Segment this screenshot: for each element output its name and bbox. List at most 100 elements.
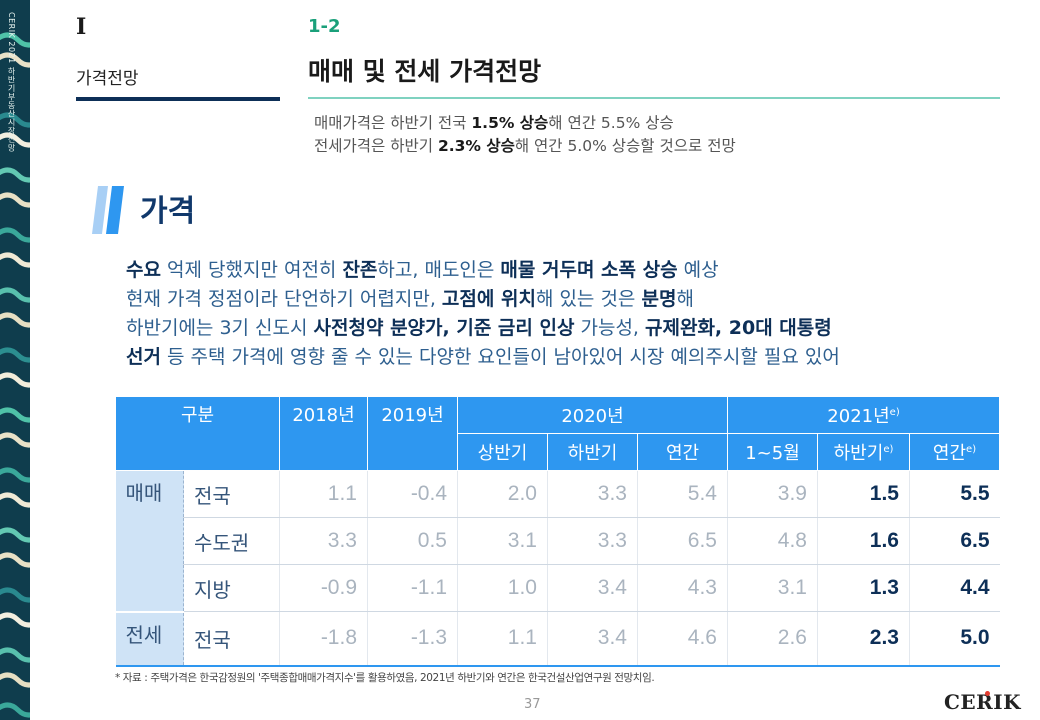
value-cell: 4.3 — [637, 564, 728, 612]
group-jeonse: 전세 — [115, 611, 184, 667]
body-bold: 선거 — [126, 346, 161, 368]
value-cell: 1.1 — [457, 611, 548, 667]
summary-highlight: 2.3% 상승 — [437, 137, 515, 155]
body-span: 하고, 매도인은 — [377, 259, 501, 281]
value-cell: 2.6 — [727, 611, 818, 667]
region-cell: 전국 — [183, 611, 280, 667]
price-table-wrapper: 구분 2018년 2019년 2020년 2021년e) 상반기 하반기 연간 … — [115, 396, 1001, 667]
forecast-mark: e) — [889, 407, 900, 418]
price-heading: 가격 — [140, 194, 196, 229]
body-bold: 분명 — [641, 288, 677, 310]
body-line: 현재 가격 정점이라 단언하기 어렵지만, 고점에 위치해 있는 것은 분명해 — [126, 285, 840, 314]
value-cell: 3.3 — [547, 470, 638, 518]
forecast-cell: 1.6 — [817, 517, 910, 565]
body-bold: 규제완화, 20대 대통령 — [645, 317, 832, 339]
forecast-mark: e) — [966, 444, 977, 455]
table-header-row: 구분 2018년 2019년 2020년 2021년e) — [115, 396, 1001, 471]
summary-highlight: 1.5% 상승 — [471, 114, 549, 132]
section-underline — [76, 97, 280, 101]
wave-pattern — [0, 32, 30, 718]
value-cell: 3.1 — [727, 564, 818, 612]
table-row: 지방 -0.9 -1.1 1.0 3.4 4.3 3.1 1.3 4.4 — [116, 564, 1000, 612]
body-bold: 사전청약 분양가, 기준 금리 인상 — [313, 317, 575, 339]
chapter-number: 1-2 — [308, 16, 341, 37]
value-cell: -0.4 — [367, 470, 458, 518]
forecast-cell: 5.0 — [908, 611, 1000, 667]
body-paragraph: 수요 억제 당했지만 여전히 잔존하고, 매도인은 매물 거두며 소폭 상승 예… — [126, 256, 840, 372]
value-cell: 6.5 — [637, 517, 728, 565]
body-bold: 잔존 — [342, 259, 378, 281]
forecast-cell: 6.5 — [908, 517, 1000, 565]
table-row: 수도권 3.3 0.5 3.1 3.3 6.5 4.8 1.6 6.5 — [116, 517, 1000, 565]
summary-text: 전세가격은 하반기 — [314, 137, 438, 155]
table-subheader-row: 상반기 하반기 연간 1~5월 하반기e) 연간e) — [116, 433, 1001, 471]
body-line: 하반기에는 3기 신도시 사전청약 분양가, 기준 금리 인상 가능성, 규제완… — [126, 314, 840, 343]
price-forecast-table: 구분 2018년 2019년 2020년 2021년e) 상반기 하반기 연간 … — [115, 396, 1001, 667]
subheader-h2-2021: 하반기e) — [817, 433, 910, 471]
body-span: 해 있는 것은 — [535, 288, 642, 310]
subheader-annual-2021-label: 연간 — [932, 443, 967, 464]
header-2021: 2021년e) — [726, 396, 1001, 434]
section-number: I — [76, 14, 87, 40]
group-sale: 매매 — [115, 470, 184, 613]
body-span: 해 — [676, 288, 694, 310]
forecast-cell: 4.4 — [908, 564, 1000, 612]
forecast-cell: 5.5 — [908, 470, 1000, 518]
page-number: 37 — [524, 697, 541, 712]
value-cell: 1.1 — [279, 470, 368, 518]
value-cell: 3.3 — [547, 517, 638, 565]
value-cell: 3.1 — [457, 517, 548, 565]
summary: 매매가격은 하반기 전국 1.5% 상승해 연간 5.5% 상승 전세가격은 하… — [314, 112, 736, 158]
body-line: 선거 등 주택 가격에 영향 줄 수 있는 다양한 요인들이 남아있어 시장 예… — [126, 343, 840, 372]
region-cell: 수도권 — [183, 517, 280, 565]
section-name: 가격전망 — [76, 69, 139, 89]
region-cell: 지방 — [183, 564, 280, 612]
chapter-divider — [308, 97, 1000, 99]
subheader-jan-may-2021: 1~5월 — [727, 433, 818, 471]
forecast-cell: 1.5 — [817, 470, 910, 518]
body-bold: 고점에 위치 — [441, 288, 536, 310]
logo-dot — [985, 691, 990, 696]
value-cell: 0.5 — [367, 517, 458, 565]
summary-text: 해 연간 5.5% 상승 — [548, 114, 674, 132]
summary-line-1: 매매가격은 하반기 전국 1.5% 상승해 연간 5.5% 상승 — [314, 112, 736, 135]
subheader-h2-2021-label: 하반기 — [833, 443, 884, 464]
body-span: 현재 가격 정점이라 단언하기 어렵지만, — [126, 288, 442, 310]
header-category: 구분 — [115, 396, 280, 471]
value-cell: 4.8 — [727, 517, 818, 565]
summary-line-2: 전세가격은 하반기 2.3% 상승해 연간 5.0% 상승할 것으로 전망 — [314, 135, 736, 158]
body-line: 수요 억제 당했지만 여전히 잔존하고, 매도인은 매물 거두며 소폭 상승 예… — [126, 256, 840, 285]
subheader-annual-2020: 연간 — [637, 433, 728, 471]
subheader-h1-2020: 상반기 — [457, 433, 548, 471]
region-cell: 전국 — [183, 470, 280, 518]
value-cell: 3.4 — [547, 564, 638, 612]
value-cell: 3.4 — [547, 611, 638, 667]
body-bold: 매물 거두며 소폭 상승 — [500, 259, 678, 281]
forecast-mark: e) — [883, 444, 894, 455]
logo-text: CERIK — [944, 690, 1022, 714]
footnote: * 자료 : 주택가격은 한국감정원의 '주택종합매매가격지수'를 활용하였음,… — [115, 672, 655, 684]
value-cell: 1.0 — [457, 564, 548, 612]
value-cell: 2.0 — [457, 470, 548, 518]
header-2019: 2019년 — [367, 396, 458, 471]
value-cell: -1.3 — [367, 611, 458, 667]
body-span: 억제 당했지만 여전히 — [160, 259, 343, 281]
chapter-title: 매매 및 전세 가격전망 — [308, 57, 542, 86]
subheader-h2-2020: 하반기 — [547, 433, 638, 471]
table-row: 전세 전국 -1.8 -1.3 1.1 3.4 4.6 2.6 2.3 5.0 — [115, 611, 1000, 667]
value-cell: 3.3 — [279, 517, 368, 565]
subheader-annual-2021: 연간e) — [908, 433, 1001, 471]
value-cell: -1.1 — [367, 564, 458, 612]
body-span: 예상 — [677, 259, 719, 281]
cerik-logo: CERIK — [944, 690, 1021, 714]
heading-marker-icon — [92, 186, 124, 234]
body-span: 가능성, — [574, 317, 646, 339]
header-2018: 2018년 — [279, 396, 368, 471]
summary-text: 해 연간 5.0% 상승할 것으로 전망 — [514, 137, 736, 155]
value-cell: 5.4 — [637, 470, 728, 518]
value-cell: 3.9 — [727, 470, 818, 518]
value-cell: 4.6 — [637, 611, 728, 667]
value-cell: -1.8 — [279, 611, 368, 667]
side-vertical-text: CERIK 2021 하반기부동산시장전망 — [7, 12, 16, 152]
header-2020: 2020년 — [457, 396, 728, 434]
